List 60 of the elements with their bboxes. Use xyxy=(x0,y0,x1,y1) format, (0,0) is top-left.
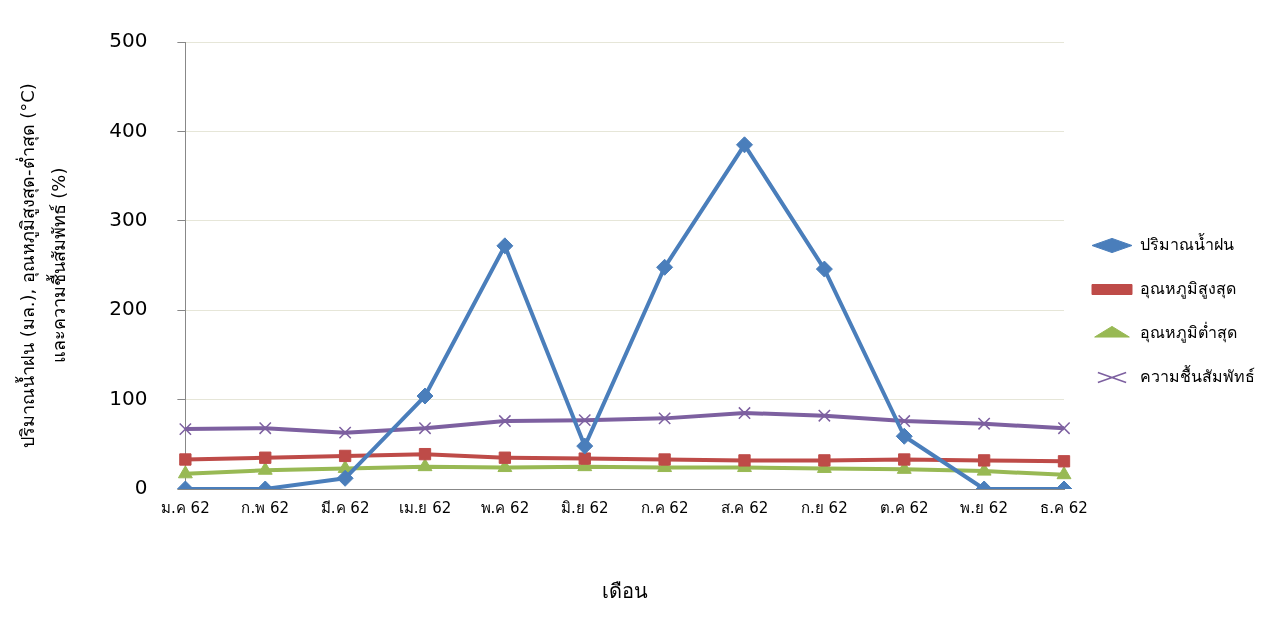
point xyxy=(416,387,434,405)
point xyxy=(658,453,671,466)
y-axis-title: ปริมาณน้ำฝน (มล.), อุณหภูมิสูงสุด-ต่ำสุด (°C) และความชื้นสัมพัทธ์ (%) xyxy=(14,83,69,448)
point xyxy=(177,465,193,479)
x-tick-label: ก.ค 62 xyxy=(640,498,689,517)
point xyxy=(1057,455,1071,468)
point xyxy=(179,453,192,466)
y-tick-label: 0 xyxy=(134,475,148,500)
y-tick-label: 400 xyxy=(109,117,148,142)
x-tick-label: มี.ค 62 xyxy=(320,498,370,517)
point xyxy=(498,414,512,428)
legend-label: อุณหภูมิสูงสุด xyxy=(1140,278,1236,299)
point xyxy=(258,421,272,435)
point xyxy=(818,454,831,467)
x-tick-label: ต.ค 62 xyxy=(879,498,929,517)
x-axis-title: เดือน xyxy=(601,579,648,604)
point xyxy=(578,413,592,427)
x-tick-label: ก.ย 62 xyxy=(801,498,848,517)
point xyxy=(658,411,672,425)
point xyxy=(417,458,433,472)
point xyxy=(738,406,751,420)
point xyxy=(1057,421,1071,435)
point xyxy=(336,469,354,487)
point xyxy=(418,447,432,461)
x-tick-label: พ.ค 62 xyxy=(480,498,530,517)
point xyxy=(178,422,192,436)
point xyxy=(259,451,272,464)
point xyxy=(738,454,751,467)
point xyxy=(898,453,911,466)
x-tick-label: มิ.ย 62 xyxy=(560,498,609,517)
x-tick-label: ส.ค 62 xyxy=(720,498,769,517)
y-tick-label: 200 xyxy=(109,296,148,321)
y-tick-label: 300 xyxy=(109,207,148,231)
point xyxy=(338,426,352,440)
x-tick-label: ม.ค 62 xyxy=(161,498,210,517)
x-tick-label: ก.พ 62 xyxy=(241,498,290,517)
point xyxy=(418,421,432,435)
y-tick-label: 100 xyxy=(109,385,148,410)
point xyxy=(1056,466,1072,480)
point xyxy=(496,237,514,255)
point xyxy=(656,258,674,276)
point xyxy=(895,427,913,445)
legend-label: ปริมาณน้ำฝน xyxy=(1140,232,1234,254)
point xyxy=(257,461,273,475)
point xyxy=(576,437,594,455)
point xyxy=(578,452,591,465)
point xyxy=(897,414,911,428)
y-tick-label: 500 xyxy=(109,28,148,53)
x-tick-label: ธ.ค 62 xyxy=(1040,498,1088,517)
legend-label: อุณหภูมิต่ำสุด xyxy=(1140,320,1237,343)
point xyxy=(977,417,991,431)
point xyxy=(338,449,352,463)
x-tick-label: เม.ย 62 xyxy=(398,498,452,517)
point xyxy=(498,451,512,464)
point xyxy=(815,260,833,278)
point xyxy=(817,409,831,423)
point xyxy=(736,136,753,154)
legend-label: ความชื้นสัมพัทธ์ xyxy=(1140,364,1255,386)
point xyxy=(977,454,991,467)
x-tick-label: พ.ย 62 xyxy=(960,498,1008,517)
